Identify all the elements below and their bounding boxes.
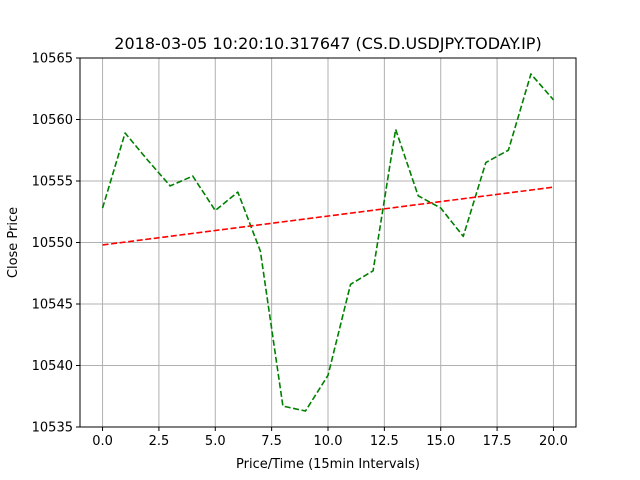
x-tick-label: 12.5 — [370, 434, 399, 449]
y-tick-label: 10535 — [32, 421, 73, 436]
y-tick-label: 10545 — [32, 298, 73, 313]
close-price-series-line — [101, 73, 555, 412]
y-tick-label: 10540 — [32, 359, 73, 374]
y-axis-label: Close Price — [6, 207, 21, 278]
y-tick-label: 10550 — [32, 236, 73, 251]
y-tick-label: 10560 — [32, 113, 73, 128]
x-tick-label: 15.0 — [426, 434, 455, 449]
y-tick-label: 10565 — [32, 52, 73, 67]
trend-series-line — [102, 186, 554, 246]
y-axis-ticks: 10535 10540 10545 10550 10555 10560 10565 — [32, 52, 80, 436]
x-tick-label: 5.0 — [205, 434, 226, 449]
x-tick-label: 20.0 — [539, 434, 568, 449]
x-tick-label: 0.0 — [92, 434, 113, 449]
series-lines — [101, 73, 555, 412]
x-axis-label: Price/Time (15min Intervals) — [236, 457, 420, 472]
y-tick-label: 10555 — [32, 175, 73, 190]
x-tick-label: 2.5 — [149, 434, 170, 449]
x-tick-label: 17.5 — [483, 434, 512, 449]
x-axis-ticks: 0.0 2.5 5.0 7.5 10.0 12.5 15.0 17.5 20.0 — [92, 427, 568, 449]
x-tick-label: 10.0 — [314, 434, 343, 449]
chart-title: 2018-03-05 10:20:10.317647 (CS.D.USDJPY.… — [114, 34, 541, 53]
x-tick-label: 7.5 — [261, 434, 282, 449]
